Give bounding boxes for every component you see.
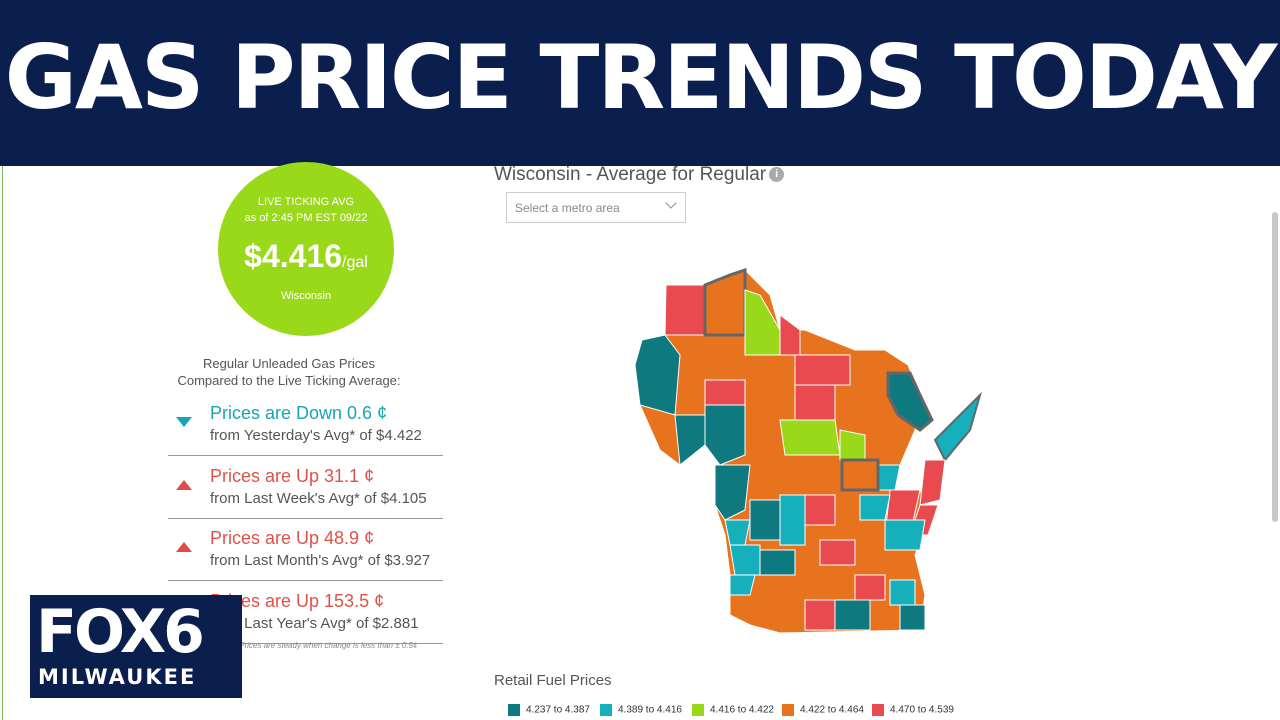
county-region bbox=[834, 599, 871, 631]
legend-label: 4.389 to 4.416 bbox=[618, 704, 682, 716]
comparison-title: Prices are Down 0.6 ¢ bbox=[210, 403, 388, 423]
metro-select-placeholder: Select a metro area bbox=[515, 201, 620, 215]
county-region bbox=[729, 544, 761, 576]
county-region bbox=[840, 458, 880, 492]
comparison-last-year: Prices are Up 153.5 ¢ from Last Year's A… bbox=[168, 591, 443, 644]
county-region bbox=[703, 267, 747, 337]
comparison-heading-line2: Compared to the Live Ticking Average: bbox=[177, 373, 401, 388]
legend-item: 4.389 to 4.416 bbox=[600, 704, 682, 716]
county-region bbox=[714, 464, 751, 521]
comparison-detail: from Yesterday's Avg* of $4.422 bbox=[210, 427, 422, 444]
live-timestamp: as of 2:45 PM EST 09/22 bbox=[244, 212, 368, 224]
legend-item: 4.470 to 4.539 bbox=[872, 704, 954, 716]
comparison-heading: Regular Unleaded Gas Prices Compared to … bbox=[168, 355, 410, 389]
live-price-value: $4.416 bbox=[244, 238, 343, 274]
county-region bbox=[886, 371, 934, 432]
county-region bbox=[819, 539, 856, 566]
county-region bbox=[674, 414, 706, 466]
map-title-text: Wisconsin - Average for Regular bbox=[494, 164, 767, 185]
county-region bbox=[884, 519, 926, 551]
down-arrow-icon bbox=[176, 417, 192, 427]
county-region bbox=[804, 494, 836, 526]
county-region bbox=[794, 384, 836, 421]
live-price-unit: /gal bbox=[342, 254, 368, 271]
county-region bbox=[744, 289, 781, 356]
comparison-yesterday: Prices are Down 0.6 ¢ from Yesterday's A… bbox=[168, 403, 443, 456]
county-region bbox=[933, 391, 983, 462]
county-region bbox=[779, 314, 801, 356]
up-arrow-icon bbox=[176, 542, 192, 552]
county-region bbox=[779, 419, 841, 456]
county-region bbox=[854, 574, 886, 601]
headline-title: GAS PRICE TRENDS TODAY bbox=[4, 26, 1278, 129]
logo-brand: FOX6 bbox=[36, 597, 205, 667]
legend-label: 4.237 to 4.387 bbox=[526, 704, 590, 716]
county-region bbox=[664, 284, 706, 336]
legend-label: 4.416 to 4.422 bbox=[710, 704, 774, 716]
legend-swatch bbox=[508, 704, 520, 716]
station-logo: FOX6 MILWAUKEE bbox=[30, 595, 242, 698]
comparison-last-week: Prices are Up 31.1 ¢ from Last Week's Av… bbox=[168, 466, 443, 519]
live-average-bubble: LIVE TICKING AVG as of 2:45 PM EST 09/22… bbox=[218, 162, 394, 336]
chevron-down-icon bbox=[665, 197, 677, 209]
comparison-heading-line1: Regular Unleaded Gas Prices bbox=[203, 356, 375, 371]
legend-item: 4.416 to 4.422 bbox=[692, 704, 774, 716]
county-region bbox=[724, 519, 751, 546]
county-region bbox=[634, 334, 681, 416]
headline-banner: GAS PRICE TRENDS TODAY bbox=[0, 0, 1280, 166]
wisconsin-county-map[interactable] bbox=[620, 255, 1000, 640]
legend-swatch bbox=[782, 704, 794, 716]
comparison-detail: from Last Week's Avg* of $4.105 bbox=[210, 490, 427, 507]
legend-swatch bbox=[692, 704, 704, 716]
comparison-footnote: *Prices are steady when change is less t… bbox=[236, 641, 418, 650]
live-price: $4.416/gal bbox=[218, 238, 394, 275]
retail-fuel-prices-title: Retail Fuel Prices bbox=[494, 672, 612, 689]
comparison-detail: from Last Month's Avg* of $3.927 bbox=[210, 552, 431, 569]
metro-area-select[interactable]: Select a metro area bbox=[506, 192, 686, 223]
county-region bbox=[729, 574, 756, 596]
county-region bbox=[794, 354, 851, 386]
comparison-title: Prices are Up 48.9 ¢ bbox=[210, 528, 375, 548]
county-region bbox=[704, 404, 746, 466]
legend-swatch bbox=[872, 704, 884, 716]
county-region bbox=[779, 494, 806, 546]
county-region bbox=[889, 579, 916, 606]
county-region bbox=[859, 494, 891, 521]
county-region bbox=[759, 549, 796, 576]
legend-label: 4.422 to 4.464 bbox=[800, 704, 864, 716]
comparison-title: Prices are Up 153.5 ¢ bbox=[210, 591, 385, 611]
live-label: LIVE TICKING AVG bbox=[257, 196, 355, 208]
scrollbar[interactable] bbox=[1272, 212, 1278, 522]
county-region bbox=[704, 379, 746, 406]
comparison-title: Prices are Up 31.1 ¢ bbox=[210, 466, 375, 486]
legend-swatch bbox=[600, 704, 612, 716]
county-region bbox=[804, 599, 836, 631]
county-region bbox=[749, 499, 781, 541]
comparison-last-month: Prices are Up 48.9 ¢ from Last Month's A… bbox=[168, 528, 443, 581]
comparison-detail: from Last Year's Avg* of $2.881 bbox=[210, 615, 419, 632]
legend-item: 4.422 to 4.464 bbox=[782, 704, 864, 716]
live-state: Wisconsin bbox=[280, 290, 332, 302]
logo-city: MILWAUKEE bbox=[38, 665, 197, 689]
info-icon[interactable]: i bbox=[769, 167, 785, 183]
up-arrow-icon bbox=[176, 480, 192, 490]
county-region bbox=[899, 604, 926, 631]
legend-label: 4.470 to 4.539 bbox=[890, 704, 954, 716]
county-region bbox=[919, 459, 946, 506]
map-title: Wisconsin - Average for Regular i bbox=[494, 164, 785, 186]
legend-item: 4.237 to 4.387 bbox=[508, 704, 590, 716]
